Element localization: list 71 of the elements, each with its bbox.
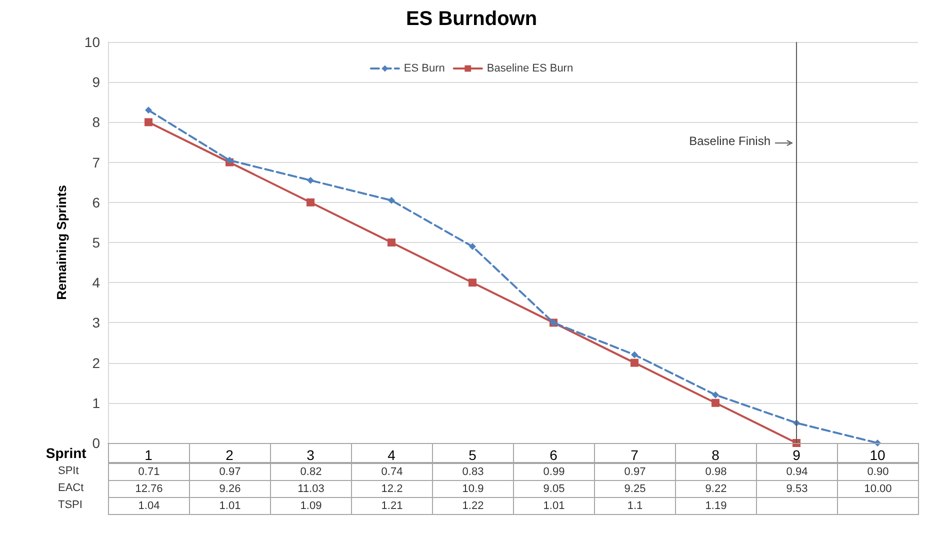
text: 1.22 <box>432 497 514 515</box>
x-tick-label: 7 <box>630 447 639 463</box>
point <box>631 351 638 358</box>
text: 10.9 <box>432 480 514 498</box>
point <box>144 118 152 126</box>
x-tick-label: 3 <box>306 447 315 463</box>
point <box>388 238 396 246</box>
text: 0.97 <box>189 463 271 481</box>
text: 9.22 <box>675 480 757 498</box>
y-axis-title: Remaining Sprints <box>54 185 69 300</box>
text: EACt <box>58 482 84 494</box>
text: 1.21 <box>351 497 433 515</box>
text: 11.03 <box>270 480 352 498</box>
text: 9.26 <box>189 480 271 498</box>
text: 12.2 <box>351 480 433 498</box>
point <box>468 278 476 287</box>
point <box>712 398 720 407</box>
legend-label: ES Burn <box>404 62 445 74</box>
point <box>388 196 395 204</box>
chart-title: ES Burndown <box>406 8 538 30</box>
ref-line-label: Baseline Finish <box>689 134 770 148</box>
text: 1.04 <box>108 497 190 515</box>
point <box>307 176 314 184</box>
text: TSPI <box>58 499 82 511</box>
text: 1.19 <box>675 497 757 515</box>
y-tick-label: 7 <box>92 154 100 170</box>
text: 12.76 <box>108 480 190 498</box>
text: 9.05 <box>513 480 595 498</box>
y-tick-label: 3 <box>92 314 100 331</box>
y-tick-label: 9 <box>92 74 100 90</box>
y-tick-label: 8 <box>92 114 100 130</box>
x-tick-label: 4 <box>388 447 396 463</box>
text: 0.90 <box>837 463 919 481</box>
text: 9.53 <box>756 480 838 498</box>
text: 0.94 <box>756 463 838 481</box>
text: 1.01 <box>189 497 271 515</box>
text: 1.09 <box>270 497 352 515</box>
text: 0.99 <box>513 463 595 481</box>
text: 0.83 <box>432 463 514 481</box>
point <box>145 106 152 114</box>
x-tick-label: 1 <box>144 447 153 463</box>
text: 1.01 <box>513 497 595 515</box>
y-tick-label: 1 <box>92 394 100 411</box>
text: 0.97 <box>594 463 676 481</box>
y-tick-label: 5 <box>92 234 100 250</box>
point <box>630 358 638 367</box>
legend-label: Baseline ES Burn <box>486 62 574 74</box>
text: SPIt <box>58 465 79 477</box>
point <box>306 198 314 206</box>
text: 0.82 <box>270 463 352 481</box>
point <box>712 391 719 398</box>
y-tick-label: 0 <box>92 435 100 451</box>
text: 10.00 <box>837 480 919 498</box>
text: 0.98 <box>675 463 757 481</box>
text: 0.71 <box>108 463 190 481</box>
x-tick-label: 2 <box>226 447 234 463</box>
y-tick-label: 10 <box>84 34 100 50</box>
x-tick-label: 8 <box>712 447 720 463</box>
y-tick-label: 4 <box>92 274 100 291</box>
y-tick-label: 6 <box>92 194 100 210</box>
text: 0.74 <box>351 463 433 481</box>
text: 9.25 <box>594 480 676 498</box>
text: 1.1 <box>594 497 676 515</box>
point <box>226 156 233 164</box>
x-tick-label: 5 <box>468 447 477 463</box>
x-axis-title: Sprint <box>46 445 87 461</box>
point <box>469 243 476 250</box>
x-tick-label: 10 <box>870 447 886 463</box>
y-tick-label: 2 <box>92 354 100 371</box>
x-tick-label: 9 <box>792 447 801 463</box>
x-tick-label: 6 <box>550 447 558 463</box>
